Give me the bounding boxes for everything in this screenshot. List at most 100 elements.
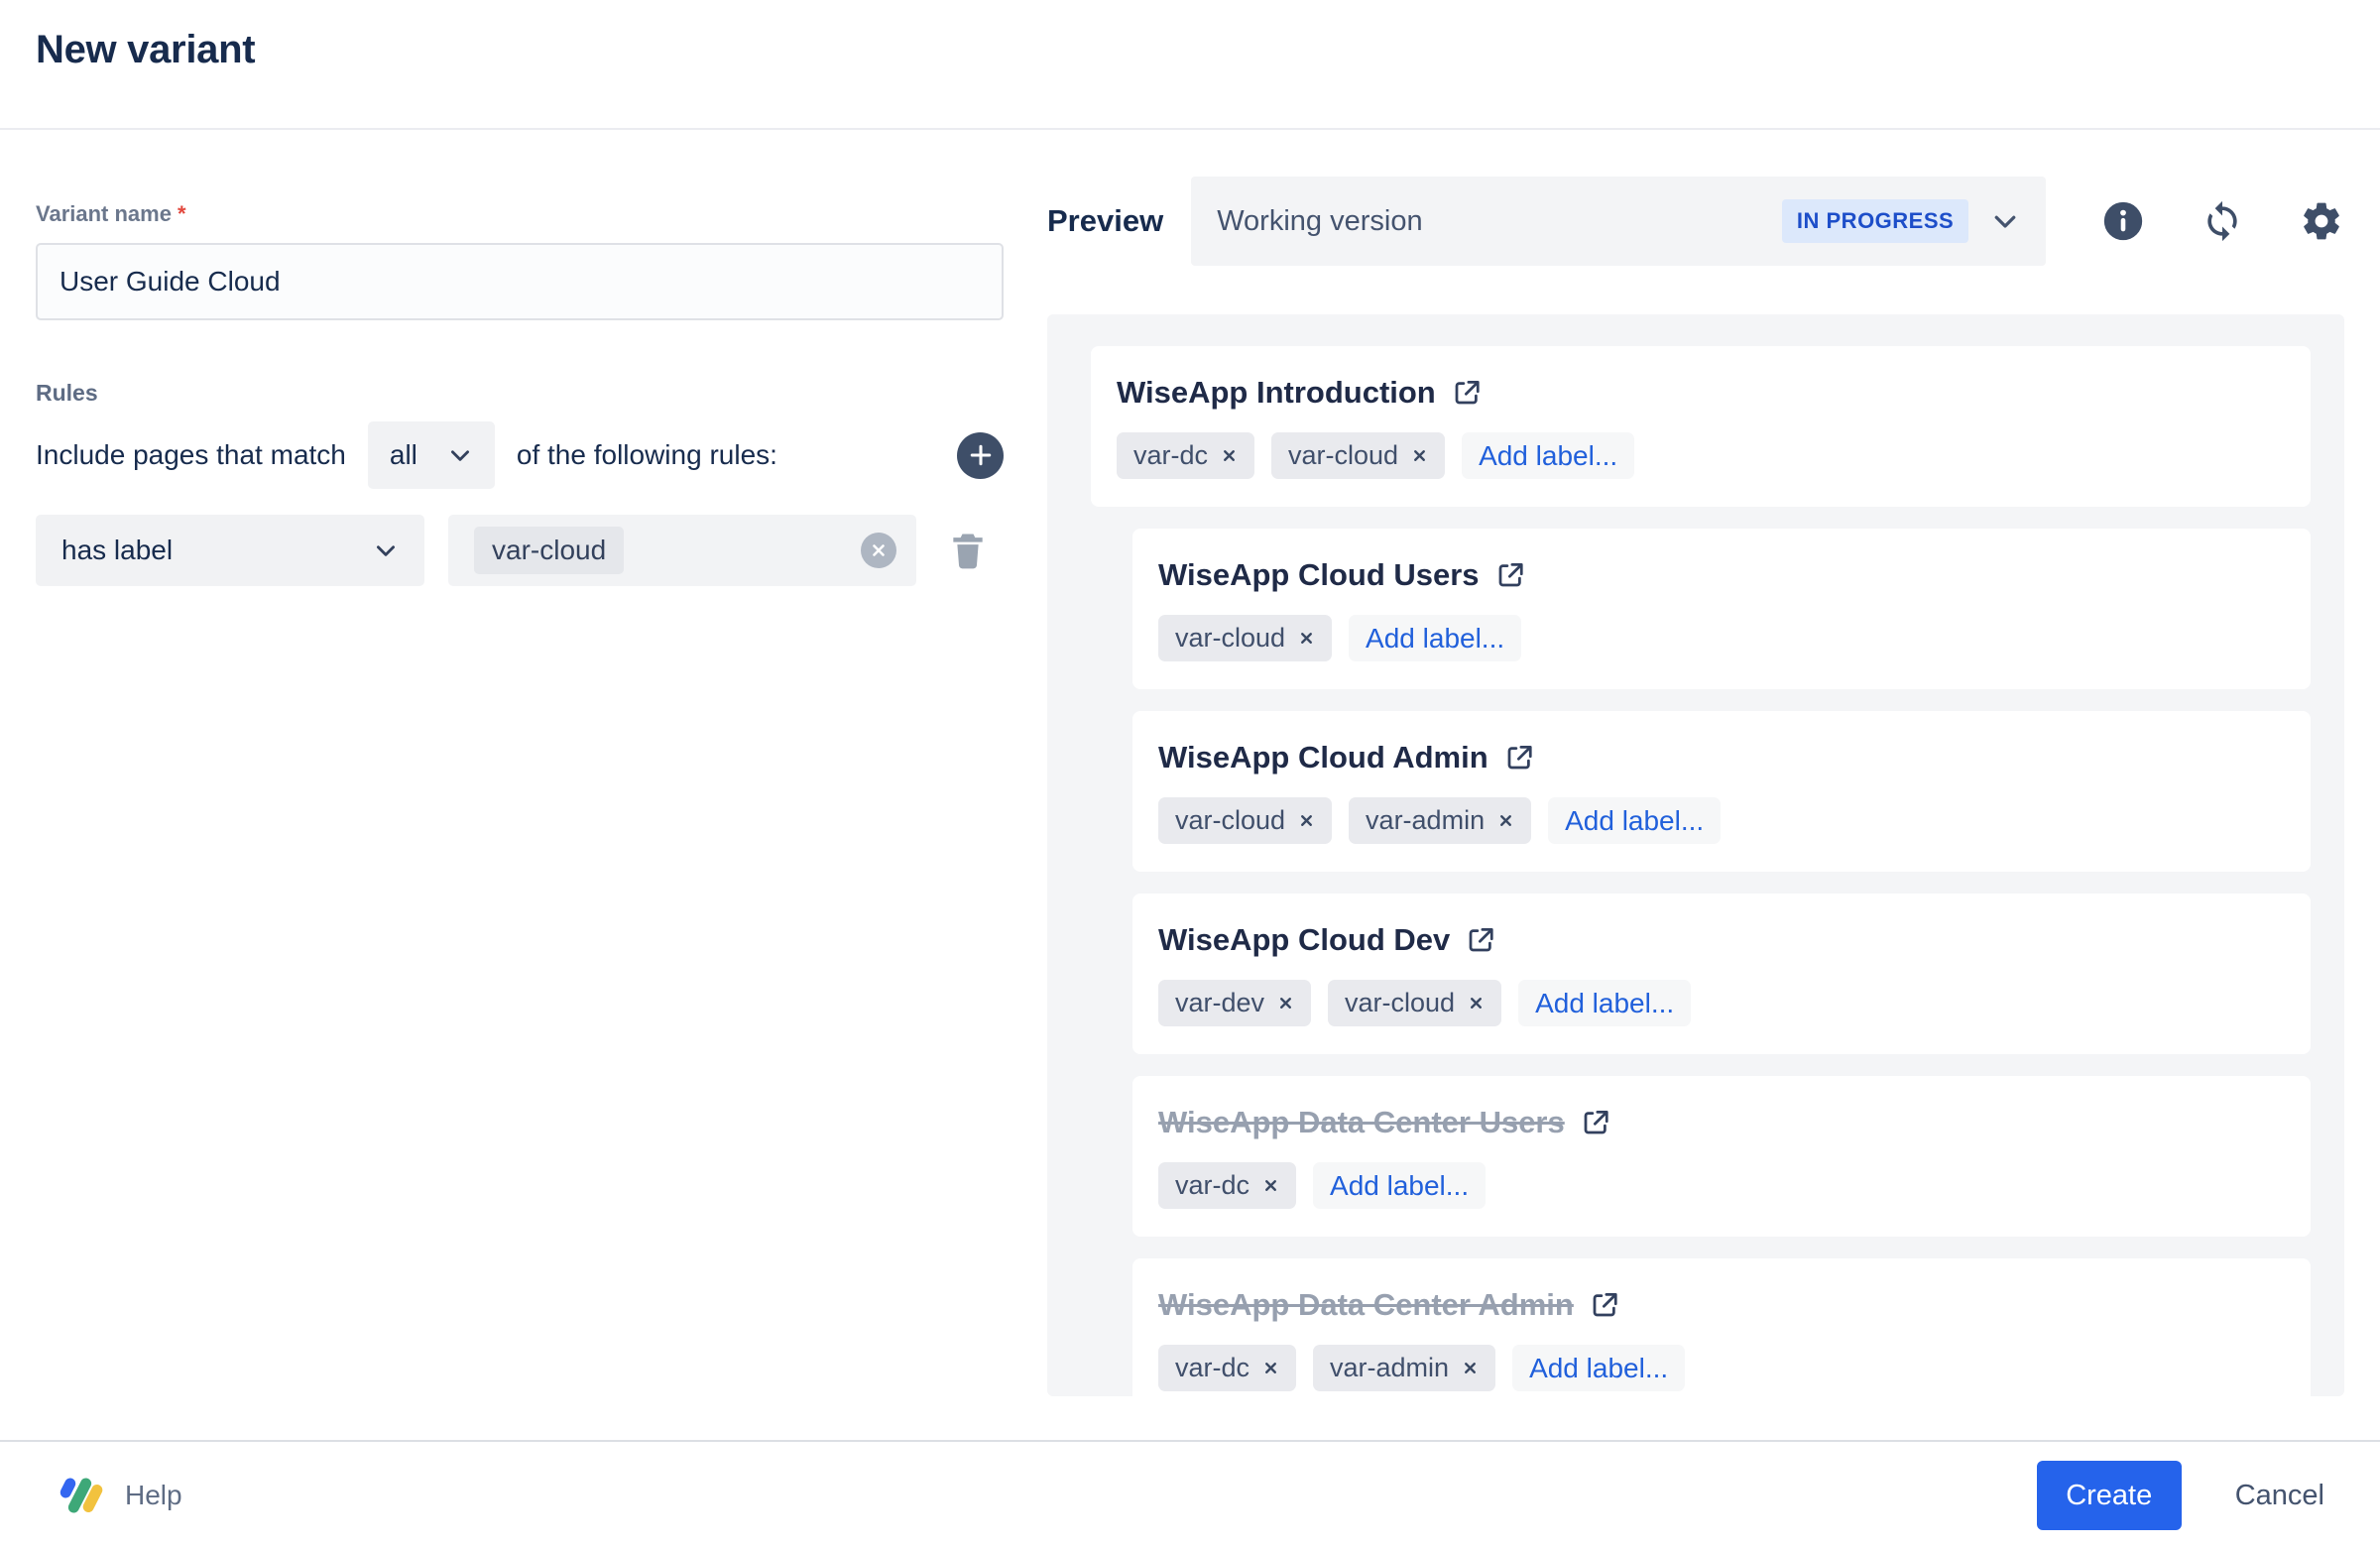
external-link-icon[interactable]: [1466, 925, 1495, 955]
preview-page-list: WiseApp Introduction var-dc var-cloud Ad…: [1047, 314, 2344, 1396]
clear-circle-icon[interactable]: [861, 533, 896, 568]
page-card: WiseApp Cloud Dev var-dev var-cloud Add …: [1132, 894, 2311, 1054]
match-suffix-text: of the following rules:: [516, 439, 777, 470]
info-icon[interactable]: [2100, 198, 2146, 244]
label-chip-text: var-dc: [1175, 1170, 1250, 1200]
page-title-text: WiseApp Cloud Admin: [1158, 740, 1488, 774]
remove-label-icon[interactable]: [1277, 995, 1294, 1012]
status-badge: IN PROGRESS: [1781, 199, 1969, 243]
page-card: WiseApp Data Center Admin var-dc var-adm…: [1132, 1258, 2311, 1396]
page-card: WiseApp Cloud Users var-cloud Add label.…: [1132, 529, 2311, 689]
rule-value-field[interactable]: var-cloud: [448, 515, 916, 586]
page-card: WiseApp Data Center Users var-dc Add lab…: [1132, 1076, 2311, 1237]
add-label-button[interactable]: Add label...: [1349, 615, 1522, 661]
rule-row: has label var-cloud: [36, 515, 1004, 586]
add-label-button[interactable]: Add label...: [1462, 432, 1635, 479]
rule-condition-value: has label: [61, 535, 174, 565]
add-label-button[interactable]: Add label...: [1512, 1345, 1686, 1391]
rules-match-row: Include pages that match all of the foll…: [36, 421, 1004, 489]
add-label-button[interactable]: Add label...: [1313, 1162, 1487, 1209]
label-chip: var-dev: [1158, 980, 1312, 1026]
rule-value-chip: var-cloud: [474, 527, 625, 574]
label-chips-row: var-cloud var-admin Add label...: [1158, 797, 2283, 844]
chevron-down-icon: [447, 442, 473, 468]
remove-label-icon[interactable]: [1262, 1177, 1279, 1194]
remove-label-icon[interactable]: [1411, 447, 1428, 464]
cancel-button[interactable]: Cancel: [2234, 1479, 2324, 1511]
remove-label-icon[interactable]: [1298, 812, 1315, 829]
remove-label-icon[interactable]: [1221, 447, 1238, 464]
variant-name-label-text: Variant name: [36, 201, 172, 226]
remove-label-icon[interactable]: [1468, 995, 1485, 1012]
page-title-text: WiseApp Introduction: [1117, 375, 1436, 410]
label-chip-text: var-dc: [1175, 1353, 1250, 1382]
page-title: New variant: [36, 28, 256, 71]
label-chips-row: var-dc var-cloud Add label...: [1117, 432, 2283, 479]
page-card-title-row: WiseApp Cloud Users: [1158, 556, 2283, 594]
label-chip-text: var-dev: [1175, 988, 1265, 1017]
label-chip-text: var-cloud: [1175, 623, 1286, 653]
app-logo-icon: [58, 1475, 105, 1516]
label-chip: var-admin: [1313, 1345, 1496, 1391]
create-button[interactable]: Create: [2036, 1461, 2182, 1530]
version-select-value: Working version: [1217, 204, 1423, 237]
external-link-icon[interactable]: [1452, 378, 1482, 408]
external-link-icon[interactable]: [1495, 560, 1525, 590]
variant-name-label: Variant name *: [36, 201, 186, 227]
label-chip: var-cloud: [1328, 980, 1502, 1026]
variant-name-input[interactable]: [36, 243, 1004, 320]
gear-icon[interactable]: [2299, 198, 2344, 244]
page-card-title-row: WiseApp Introduction: [1117, 374, 2283, 412]
rules-heading: Rules: [36, 380, 98, 406]
remove-label-icon[interactable]: [1262, 1360, 1279, 1376]
add-label-button[interactable]: Add label...: [1518, 980, 1692, 1026]
label-chip: var-cloud: [1158, 797, 1333, 844]
chevron-down-icon: [1990, 206, 2020, 236]
remove-label-icon[interactable]: [1497, 812, 1514, 829]
label-chip: var-cloud: [1158, 615, 1333, 661]
preview-header: Preview Working version IN PROGRESS: [1047, 177, 2344, 266]
label-chips-row: var-dc var-admin Add label...: [1158, 1345, 2283, 1391]
external-link-icon[interactable]: [1581, 1108, 1610, 1137]
match-quantifier-select[interactable]: all: [367, 421, 495, 489]
label-chips-row: var-dev var-cloud Add label...: [1158, 980, 2283, 1026]
label-chip: var-admin: [1349, 797, 1532, 844]
label-chip-text: var-cloud: [1288, 440, 1399, 470]
page-title-text: WiseApp Cloud Users: [1158, 557, 1480, 592]
plus-icon: [967, 441, 995, 469]
page-card-title-row: WiseApp Cloud Admin: [1158, 739, 2283, 776]
page-title-text: WiseApp Cloud Dev: [1158, 922, 1451, 957]
label-chip-text: var-cloud: [1175, 805, 1286, 835]
label-chip: var-cloud: [1271, 432, 1446, 479]
sync-icon[interactable]: [2200, 198, 2245, 244]
header-divider: [0, 128, 2380, 130]
page-card-title-row: WiseApp Data Center Users: [1158, 1104, 2283, 1141]
match-prefix-text: Include pages that match: [36, 439, 346, 470]
label-chip: var-dc: [1117, 432, 1255, 479]
preview-heading: Preview: [1047, 203, 1164, 238]
external-link-icon[interactable]: [1504, 743, 1534, 773]
remove-label-icon[interactable]: [1462, 1360, 1479, 1376]
page-title-text: WiseApp Data Center Admin: [1158, 1287, 1574, 1322]
rule-condition-select[interactable]: has label: [36, 515, 424, 586]
label-chips-row: var-cloud Add label...: [1158, 615, 2283, 661]
help-link[interactable]: Help: [125, 1480, 182, 1510]
label-chip-text: var-admin: [1330, 1353, 1450, 1382]
page-card-title-row: WiseApp Data Center Admin: [1158, 1286, 2283, 1324]
trash-icon[interactable]: [946, 528, 990, 573]
page-card-title-row: WiseApp Cloud Dev: [1158, 921, 2283, 959]
external-link-icon[interactable]: [1590, 1290, 1619, 1320]
label-chip-text: var-dc: [1133, 440, 1209, 470]
page-card: WiseApp Introduction var-dc var-cloud Ad…: [1091, 346, 2311, 507]
remove-label-icon[interactable]: [1298, 630, 1315, 647]
page-title-text: WiseApp Data Center Users: [1158, 1105, 1565, 1139]
add-label-button[interactable]: Add label...: [1548, 797, 1722, 844]
chevron-down-icon: [373, 537, 399, 563]
label-chip: var-dc: [1158, 1345, 1297, 1391]
footer: Help Create Cancel: [0, 1442, 2380, 1549]
preview-toolbar: [2100, 198, 2344, 244]
match-quantifier-value: all: [389, 439, 417, 470]
version-select[interactable]: Working version IN PROGRESS: [1191, 177, 2047, 266]
add-rule-button[interactable]: [957, 431, 1004, 479]
footer-divider: [0, 1440, 2380, 1442]
